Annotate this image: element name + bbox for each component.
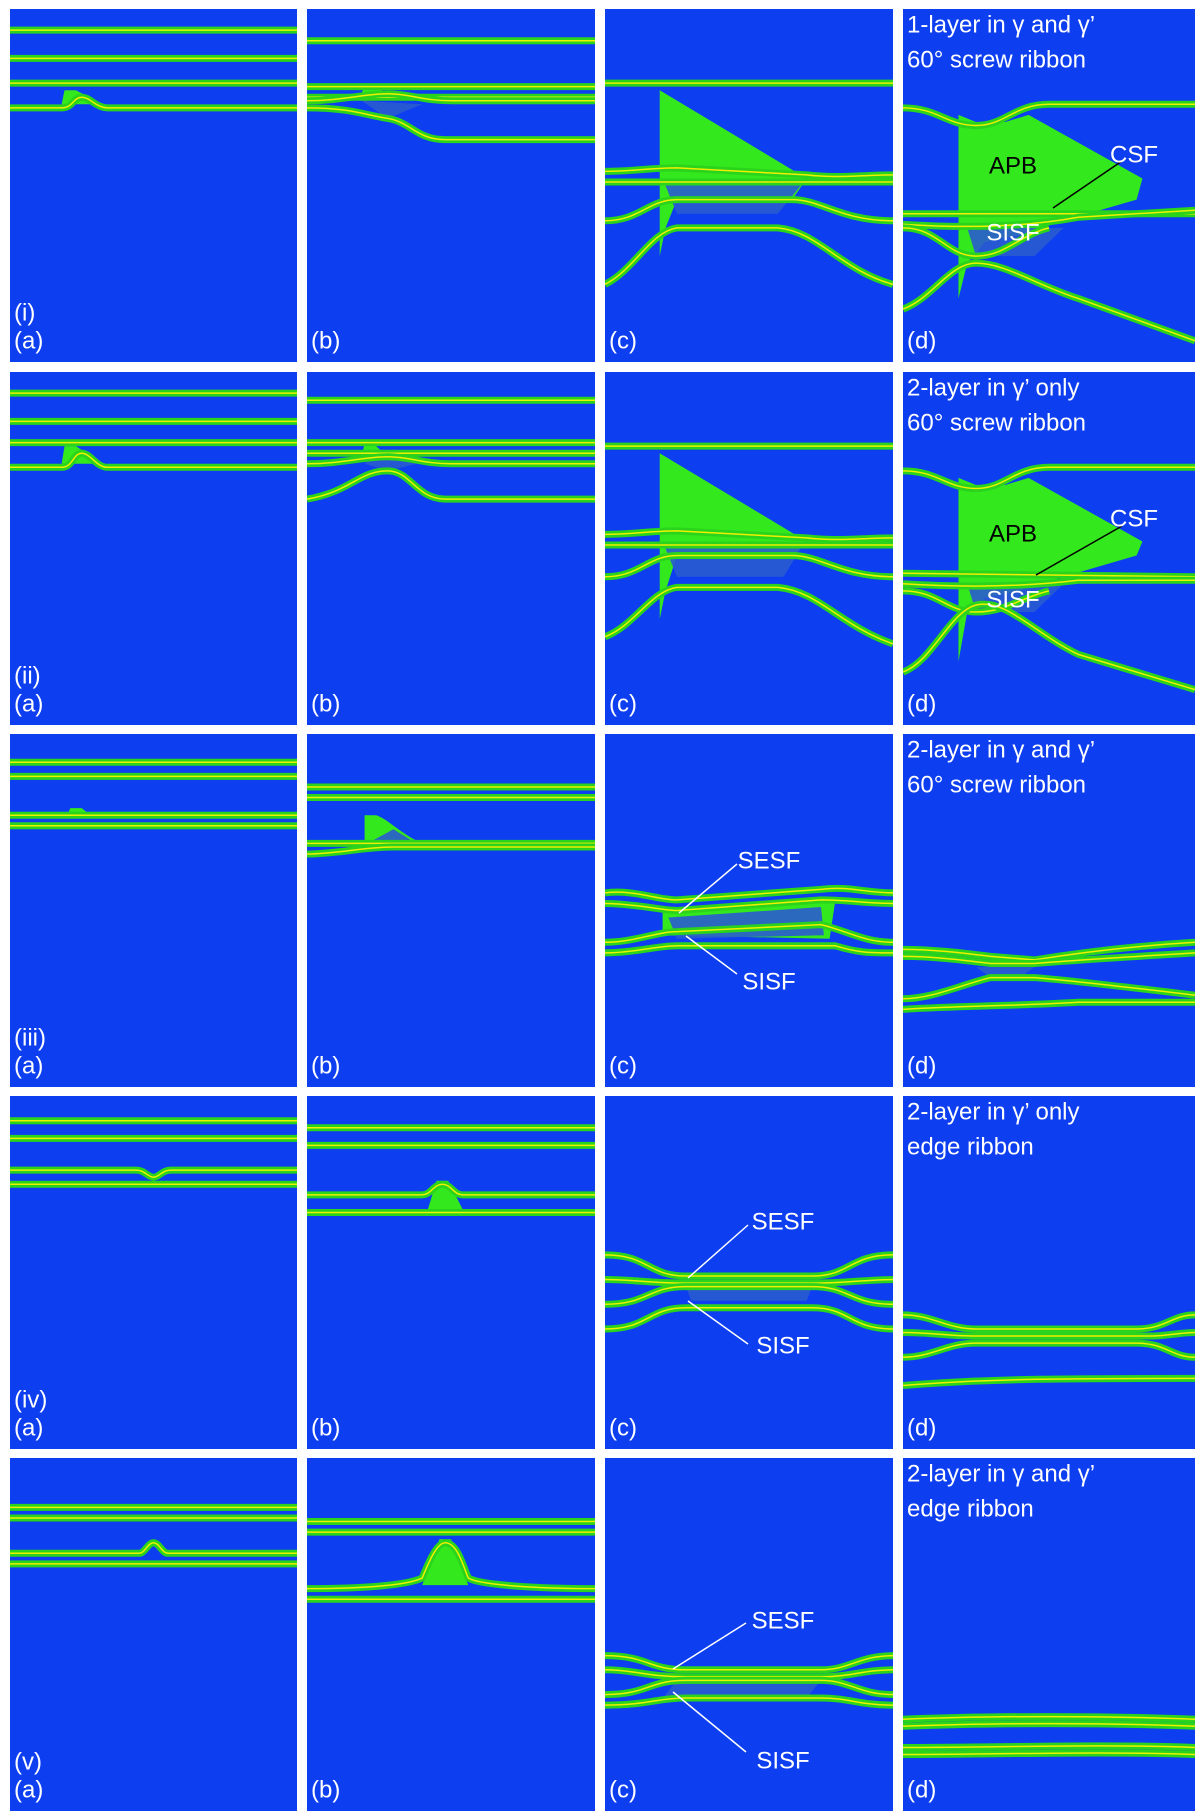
panel-background — [10, 9, 297, 362]
row-label: (v) — [14, 1748, 42, 1775]
panel-label: (d) — [907, 327, 936, 354]
panel: (b) — [307, 9, 595, 362]
panel: (d) 1-layer in γ and γ’ 60° screw ribbon AP… — [903, 9, 1195, 362]
panel-description: 60° screw ribbon — [907, 771, 1086, 798]
panel-description: 2-layer in γ and γ’ — [907, 1460, 1095, 1487]
row-label: (i) — [14, 299, 35, 326]
panel-description: 60° screw ribbon — [907, 409, 1086, 436]
panel-label: (d) — [907, 690, 936, 717]
panel-label: (d) — [907, 1776, 936, 1803]
row-label: (ii) — [14, 662, 41, 689]
panel-background — [10, 372, 297, 725]
annotation: CSF — [1110, 505, 1158, 532]
panel: (d) 2-layer in γ and γ’ edge ribbon — [903, 1458, 1195, 1811]
annotation: SISF — [986, 219, 1039, 246]
panel-label: (d) — [907, 1052, 936, 1079]
annotation: SISF — [986, 586, 1039, 613]
panel: (c) SESF SISF — [605, 1458, 893, 1811]
panel-label: (b) — [311, 327, 340, 354]
panel-background — [307, 9, 595, 362]
panel-background — [307, 372, 595, 725]
annotation: SISF — [756, 1332, 809, 1359]
panel-description: edge ribbon — [907, 1495, 1034, 1522]
panel-description: edge ribbon — [907, 1133, 1034, 1160]
panel: (iv)(a) — [10, 1096, 297, 1449]
panel-label: (c) — [609, 327, 637, 354]
panel: (b) — [307, 372, 595, 725]
panel: (c) — [605, 9, 893, 362]
panel-background — [10, 1096, 297, 1449]
panel-label: (b) — [311, 690, 340, 717]
panel: (b) — [307, 734, 595, 1087]
panel: (c) SESF SISF — [605, 734, 893, 1087]
panel: (d) 2-layer in γ and γ’ 60° screw ribbon — [903, 734, 1195, 1087]
panel-label: (c) — [609, 1414, 637, 1441]
panel: (i)(a) — [10, 9, 297, 362]
annotation: SISF — [742, 968, 795, 995]
panel-label: (a) — [14, 1776, 43, 1803]
panel-label: (a) — [14, 1414, 43, 1441]
panel-background — [605, 1458, 893, 1811]
panel-label: (d) — [907, 1414, 936, 1441]
annotation: SESF — [752, 1208, 815, 1235]
panel-background — [10, 734, 297, 1087]
panel-label: (c) — [609, 690, 637, 717]
panel: (b) — [307, 1458, 595, 1811]
panel: (v)(a) — [10, 1458, 297, 1811]
panel-background — [307, 1458, 595, 1811]
panel-label: (c) — [609, 1776, 637, 1803]
panel-label: (a) — [14, 327, 43, 354]
panel: (d) 2-layer in γ’ only edge ribbon — [903, 1096, 1195, 1449]
annotation: SESF — [738, 847, 801, 874]
figure: (i)(a)(b)(c)(d)1-layer in γ and γ’60° sc… — [0, 0, 1195, 1811]
panel-label: (b) — [311, 1414, 340, 1441]
panel-label: (b) — [311, 1776, 340, 1803]
panel-label: (a) — [14, 690, 43, 717]
panel: (c) — [605, 372, 893, 725]
annotation: SESF — [752, 1607, 815, 1634]
annotation: APB — [989, 520, 1037, 547]
panel-background — [605, 1096, 893, 1449]
panel-description: 2-layer in γ’ only — [907, 1098, 1080, 1125]
panel: (iii)(a) — [10, 734, 297, 1087]
panel: (d) 2-layer in γ’ only 60° screw ribbon APB… — [903, 372, 1195, 725]
row-label: (iv) — [14, 1386, 47, 1413]
panel-description: 2-layer in γ and γ’ — [907, 736, 1095, 763]
panel-description: 60° screw ribbon — [907, 46, 1086, 73]
panel: (ii)(a) — [10, 372, 297, 725]
panel-label: (c) — [609, 1052, 637, 1079]
panel-description: 1-layer in γ and γ’ — [907, 11, 1095, 38]
panel: (c) SESF SISF — [605, 1096, 893, 1449]
row-label: (iii) — [14, 1024, 46, 1051]
annotation: CSF — [1110, 141, 1158, 168]
panel-background — [10, 1458, 297, 1811]
annotation: APB — [989, 152, 1037, 179]
panel: (b) — [307, 1096, 595, 1449]
panel-label: (a) — [14, 1052, 43, 1079]
panel-description: 2-layer in γ’ only — [907, 374, 1080, 401]
panel-label: (b) — [311, 1052, 340, 1079]
panel-background — [307, 1096, 595, 1449]
annotation: SISF — [756, 1747, 809, 1774]
